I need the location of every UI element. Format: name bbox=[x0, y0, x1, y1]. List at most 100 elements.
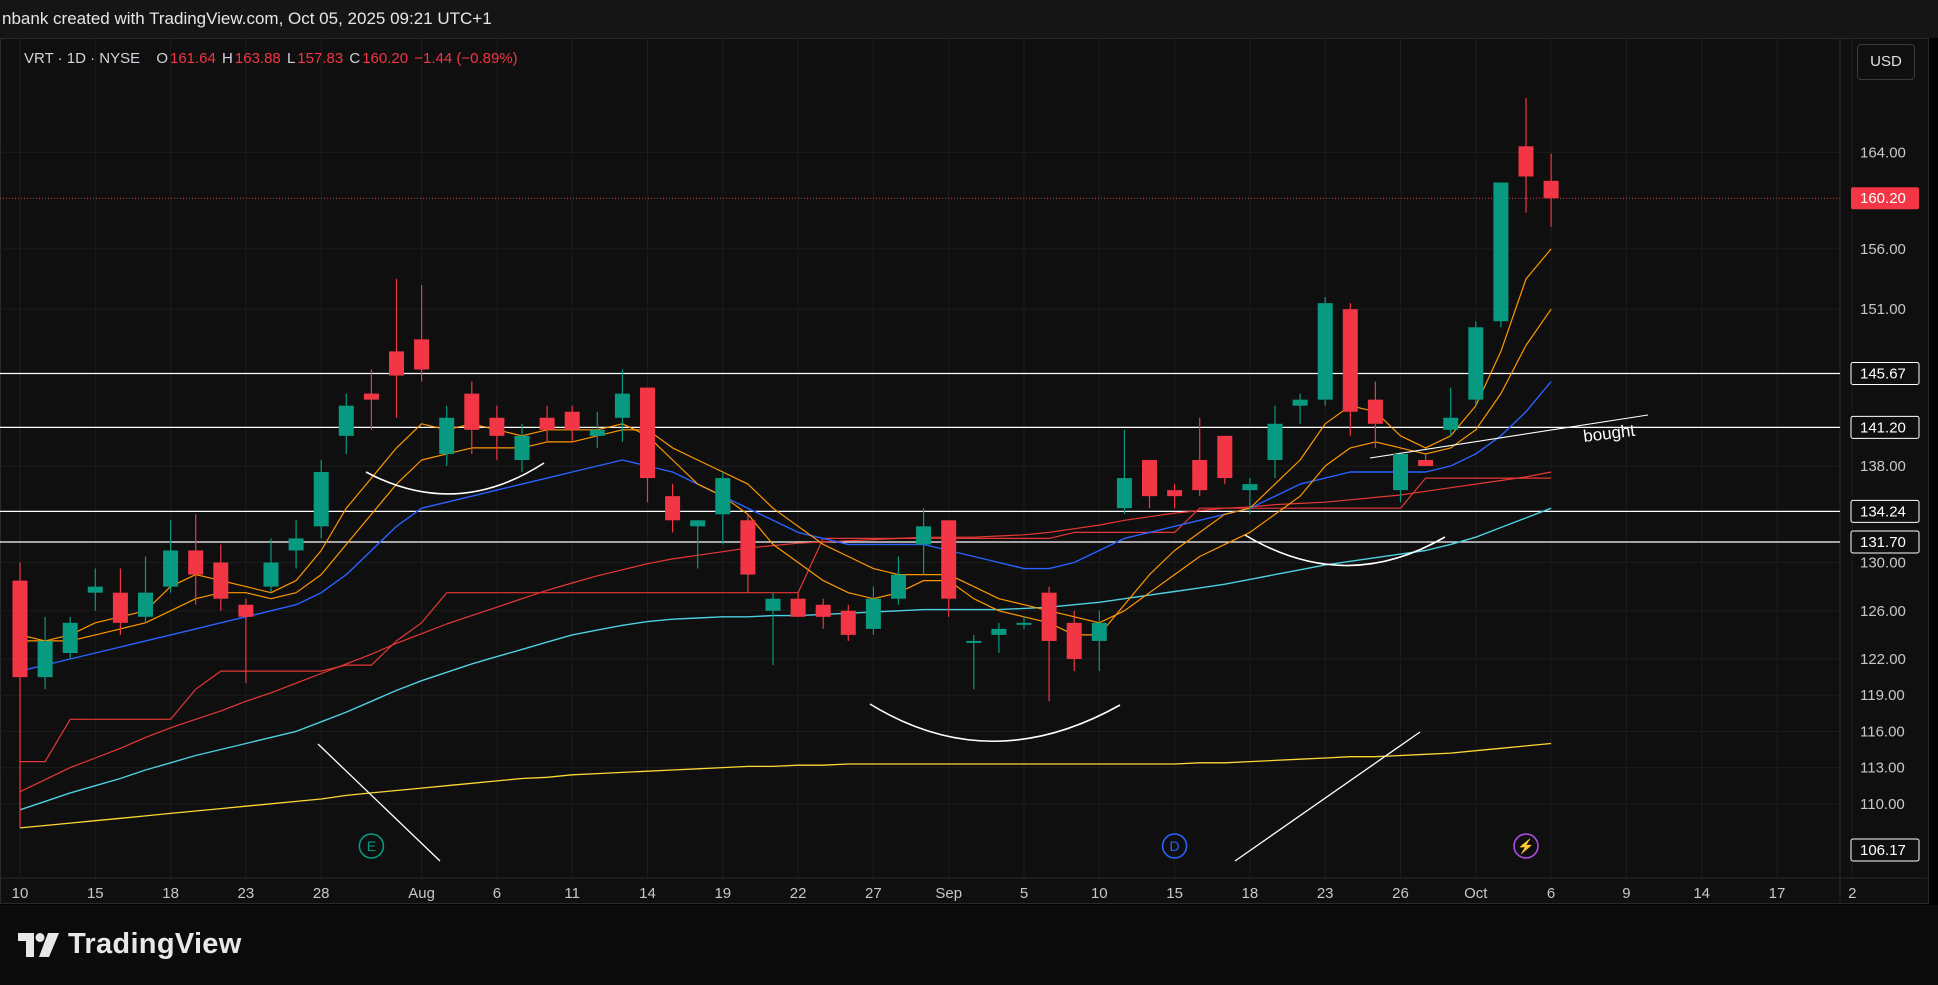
last-price-tag-bg bbox=[1851, 187, 1919, 210]
price-tick-label: 122.00 bbox=[1860, 651, 1906, 668]
price-tick-label: 116.00 bbox=[1860, 723, 1905, 740]
level-tag: 145.67 bbox=[1860, 365, 1906, 382]
candle-body bbox=[489, 417, 505, 436]
candle-body bbox=[1518, 146, 1534, 177]
candle-body bbox=[1167, 490, 1183, 497]
candle-body bbox=[1041, 592, 1057, 641]
time-axis: 10 15 18 23 28 Aug 6 11 14 19 22 27 Sep 5 10 15 18 23 26 Oc… bbox=[12, 885, 1857, 902]
time-tick-label: 11 bbox=[564, 885, 580, 902]
tradingview-logo[interactable]: TradingView bbox=[18, 928, 242, 961]
time-tick-label: Oct bbox=[1464, 885, 1488, 902]
candle-body bbox=[514, 435, 530, 460]
candle-body bbox=[238, 604, 254, 617]
price-tick-label: 113.00 bbox=[1860, 760, 1905, 777]
time-tick-label: 22 bbox=[790, 885, 807, 902]
candle-body bbox=[1418, 459, 1434, 467]
price-axis: 110.00 113.00 116.00 119.00 122.00 126.00 130.… bbox=[1850, 144, 1920, 862]
event-marker-circle bbox=[1161, 833, 1188, 859]
time-tick-label: 2 bbox=[1848, 885, 1856, 902]
level-tag: 131.70 bbox=[1860, 534, 1906, 551]
drawings bbox=[317, 414, 1649, 862]
time-tick-label: 5 bbox=[1020, 885, 1028, 902]
price-tick-label: 119.00 bbox=[1860, 687, 1905, 704]
candle-body bbox=[865, 598, 881, 629]
candle-body bbox=[112, 592, 128, 623]
candle-body bbox=[1267, 423, 1283, 460]
high-value: 163.88 bbox=[234, 50, 281, 67]
candle-body bbox=[539, 417, 555, 430]
open-label: O bbox=[156, 50, 168, 67]
time-tick-label: 14 bbox=[639, 885, 656, 902]
ohlc-legend: VRT · 1D · NYSE O 161.64 H 163.88 L 157.83 … bbox=[24, 50, 520, 67]
candle-body bbox=[1393, 453, 1408, 491]
candle-body bbox=[1543, 180, 1559, 199]
last-price-tag: 160.20 bbox=[1860, 190, 1906, 207]
time-tick-label: 15 bbox=[87, 885, 104, 902]
price-chart[interactable]: E D ⚡ 110.00 113.00 116.00 119.00 122.00 126.00… bbox=[0, 38, 1927, 902]
candle-body bbox=[87, 586, 103, 593]
trendline-bought bbox=[1369, 414, 1649, 459]
candle-body bbox=[790, 598, 806, 617]
time-tick-label: Sep bbox=[935, 885, 962, 902]
horizontal-levels bbox=[0, 197, 1840, 543]
ma-red-smooth-line bbox=[19, 471, 1552, 793]
candle-body bbox=[665, 496, 681, 521]
tradingview-logo-icon bbox=[18, 932, 59, 957]
time-tick-label: 23 bbox=[1317, 885, 1334, 902]
time-tick-label: 6 bbox=[1547, 885, 1555, 902]
trendline-down bbox=[317, 743, 441, 862]
candle-body bbox=[363, 393, 379, 400]
candle-body bbox=[614, 393, 630, 418]
time-tick-label: 10 bbox=[12, 885, 29, 902]
tradingview-logo-text: TradingView bbox=[68, 928, 242, 960]
close-label: C bbox=[349, 50, 361, 67]
symbol-info[interactable]: VRT · 1D · NYSE bbox=[24, 50, 141, 67]
candle-body bbox=[840, 610, 856, 635]
grid bbox=[0, 38, 1927, 902]
close-value: 160.20 bbox=[362, 50, 409, 67]
candle-body bbox=[715, 478, 731, 515]
arc-drawing-aug bbox=[365, 462, 545, 495]
event-marker-label: E bbox=[367, 838, 376, 854]
low-value: 157.83 bbox=[297, 50, 344, 67]
currency-button[interactable]: USD bbox=[1857, 44, 1915, 80]
ma-red-step-line bbox=[20, 477, 1552, 763]
trendline-up bbox=[1234, 731, 1421, 862]
candle-body bbox=[1292, 399, 1308, 406]
time-tick-label: 18 bbox=[162, 885, 179, 902]
time-tick-label: 18 bbox=[1242, 885, 1259, 902]
bottom-level-tag-bg bbox=[1850, 838, 1920, 862]
candle-body bbox=[564, 411, 580, 430]
candle-body bbox=[138, 592, 153, 617]
ma-200-line bbox=[19, 742, 1552, 829]
candle-body bbox=[1242, 484, 1258, 491]
level-tag-bg bbox=[1850, 499, 1920, 523]
candle-body bbox=[589, 429, 605, 436]
candle-body bbox=[1091, 622, 1107, 641]
time-tick-label: 15 bbox=[1166, 885, 1183, 902]
price-tick-label: 130.00 bbox=[1860, 555, 1906, 572]
price-tick-label: 138.00 bbox=[1860, 458, 1906, 475]
candle-body bbox=[188, 550, 204, 575]
annotation-bought: bought bbox=[1582, 421, 1636, 446]
candle-body bbox=[389, 351, 404, 376]
candle-body bbox=[163, 550, 179, 587]
time-tick-label: 14 bbox=[1693, 885, 1710, 902]
indicator-lines bbox=[19, 248, 1552, 829]
ema-mid-line bbox=[20, 308, 1552, 642]
time-tick-label: 27 bbox=[865, 885, 882, 902]
price-tick-label: 156.00 bbox=[1860, 241, 1906, 258]
candle-body bbox=[338, 405, 354, 436]
candle-body bbox=[62, 622, 78, 653]
arc-drawing-oct bbox=[1244, 534, 1446, 567]
candle-body bbox=[740, 520, 756, 575]
candle-body bbox=[37, 640, 53, 678]
price-tick-label: 110.00 bbox=[1860, 796, 1905, 813]
candle-body bbox=[414, 339, 430, 370]
change-value: −1.44 (−0.89%) bbox=[414, 50, 518, 67]
candle-body bbox=[1342, 309, 1358, 412]
time-tick-label: 23 bbox=[238, 885, 255, 902]
level-tag-bg bbox=[1850, 415, 1920, 439]
candle-body bbox=[1367, 399, 1383, 424]
candle-body bbox=[640, 387, 655, 479]
